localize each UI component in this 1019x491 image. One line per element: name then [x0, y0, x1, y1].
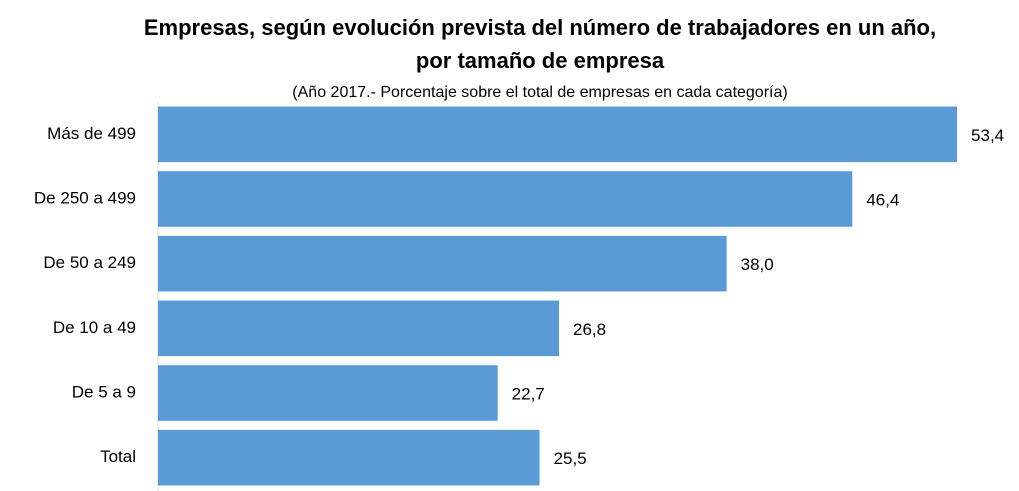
value-label: 26,8 — [573, 320, 606, 339]
bar — [158, 429, 540, 486]
y-tick-label: De 50 a 249 — [43, 253, 136, 272]
value-label: 22,7 — [512, 384, 545, 403]
y-tick-label: De 250 a 499 — [34, 188, 136, 207]
y-tick-label: De 5 a 9 — [72, 382, 136, 401]
bar — [158, 171, 853, 227]
value-label: 53,4 — [971, 126, 1004, 145]
chart-title: por tamaño de empresa — [416, 48, 665, 73]
value-label: 25,5 — [554, 449, 587, 468]
bar — [158, 106, 958, 163]
bar — [158, 300, 560, 357]
bar — [158, 235, 727, 292]
chart-subtitle: (Año 2017.- Porcentaje sobre el total de… — [292, 84, 787, 101]
y-tick-label: Total — [100, 447, 136, 466]
value-label: 38,0 — [741, 255, 774, 274]
value-label: 46,4 — [866, 190, 899, 209]
bar — [158, 365, 498, 421]
y-tick-label: Más de 499 — [47, 124, 136, 143]
chart-title: Empresas, según evolución prevista del n… — [144, 15, 936, 40]
y-tick-label: De 10 a 49 — [53, 318, 136, 337]
